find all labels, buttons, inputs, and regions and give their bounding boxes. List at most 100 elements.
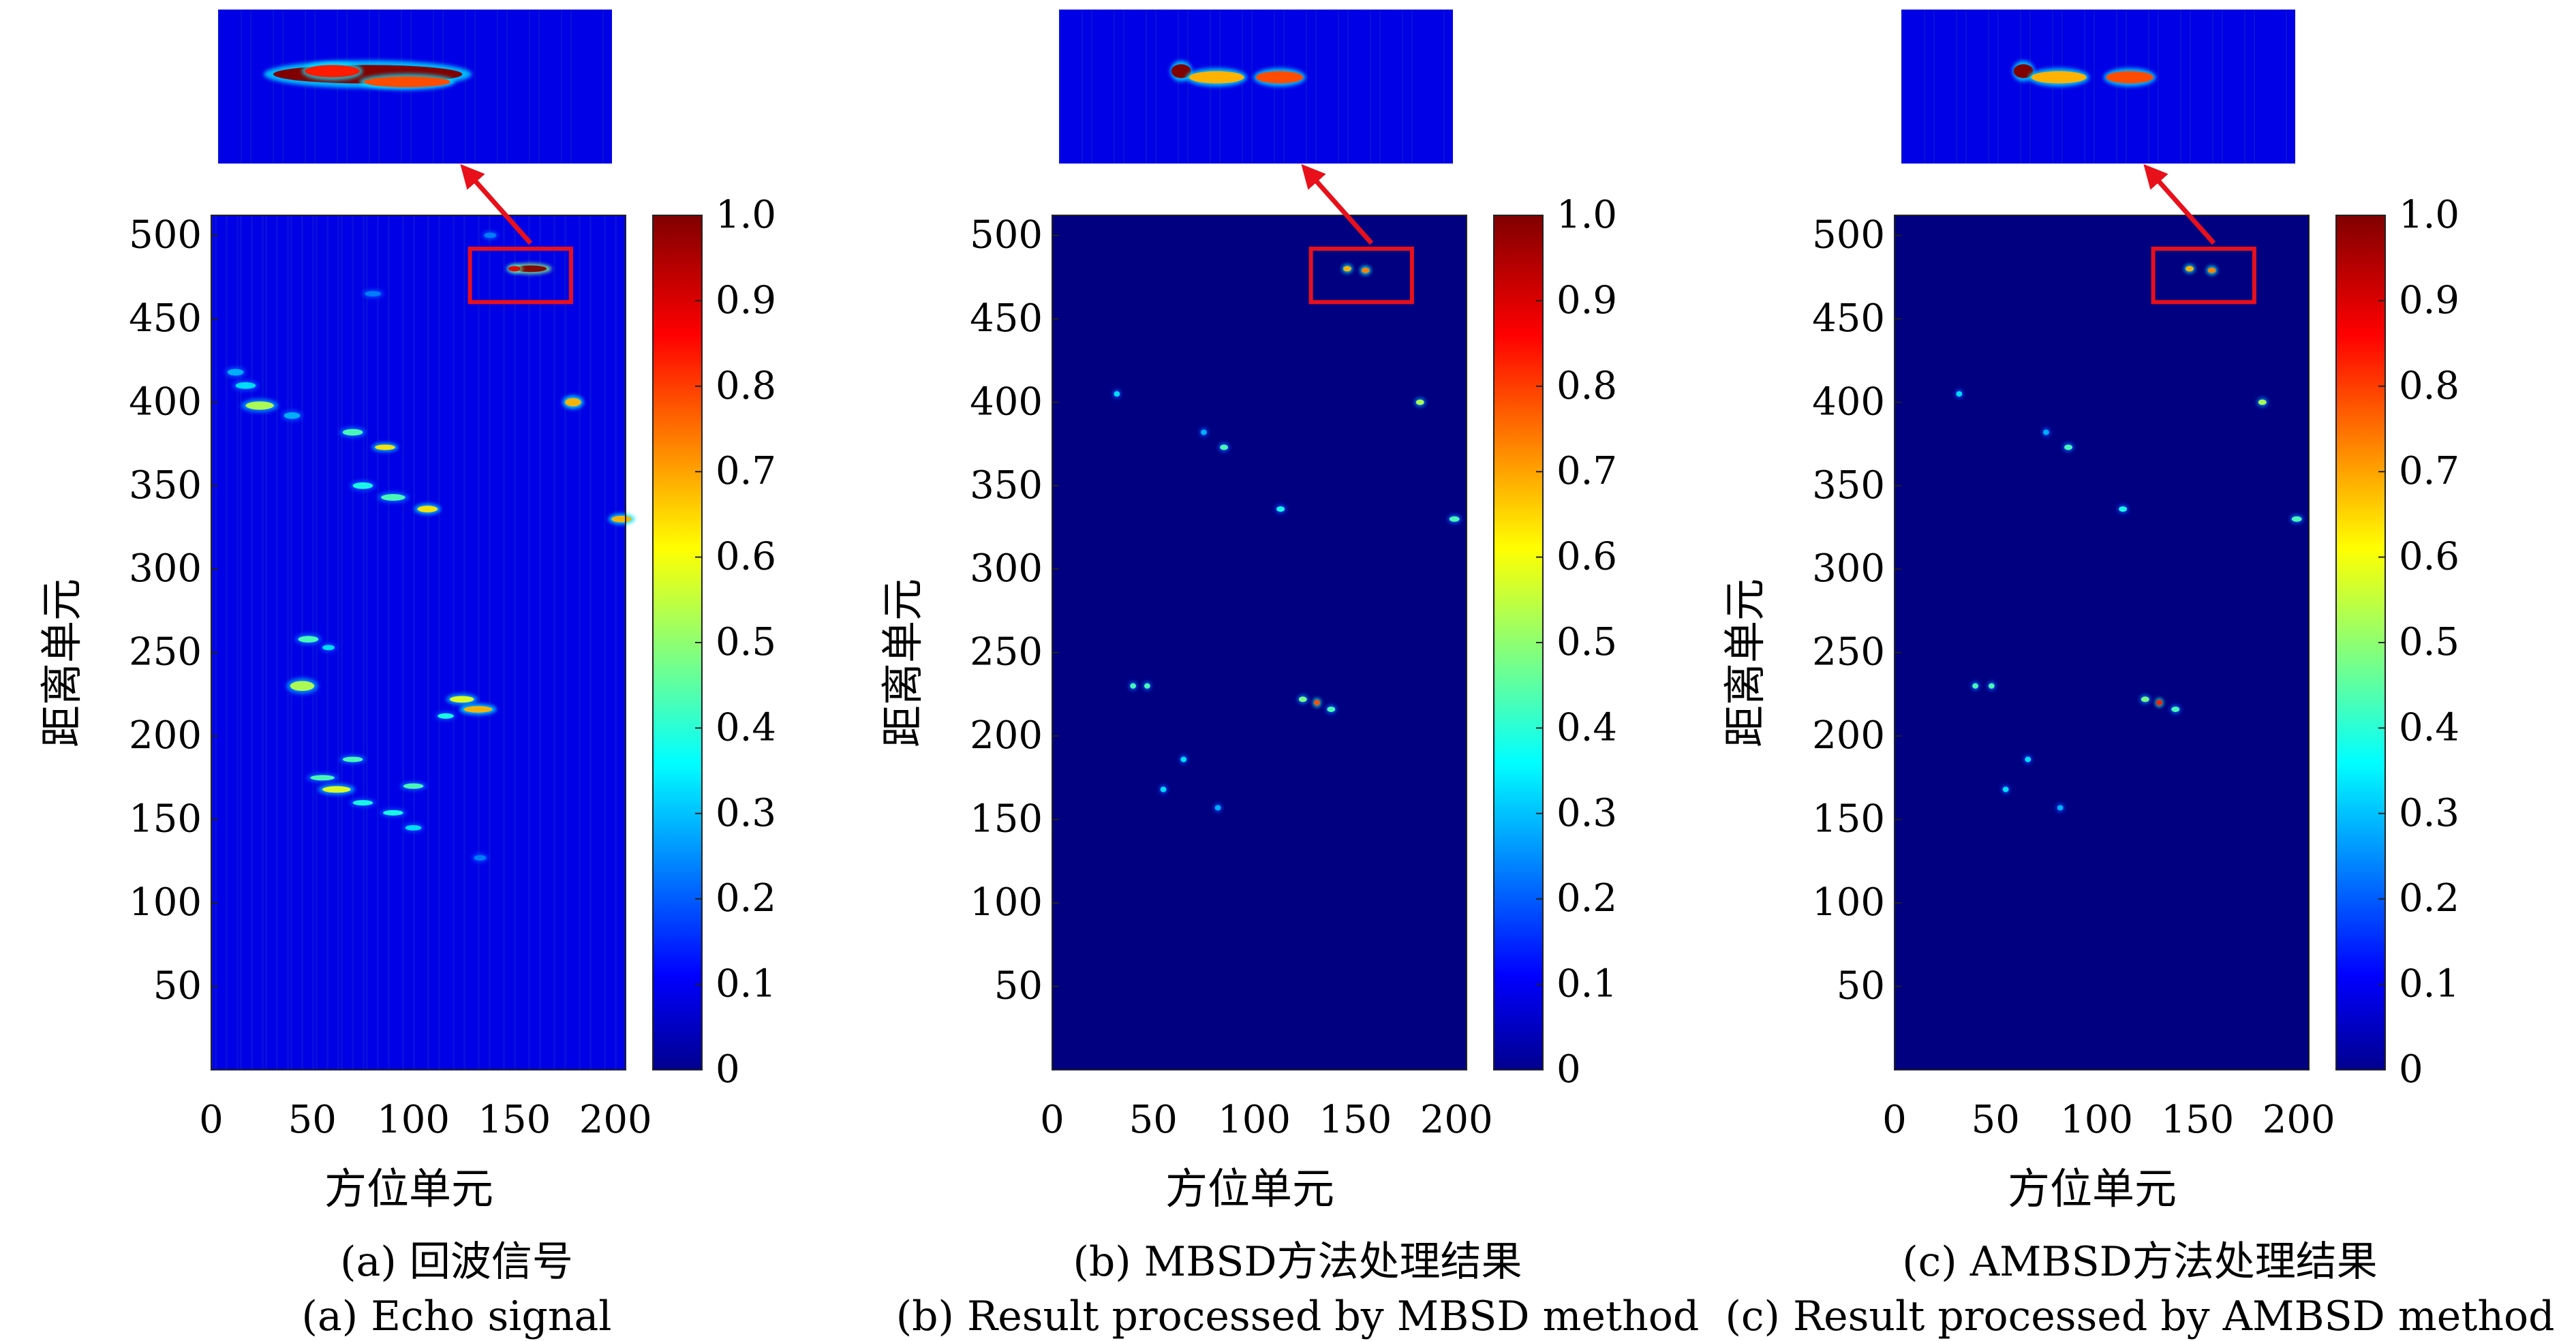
- target-streak: [2258, 399, 2267, 405]
- colorbar-tick-label: 0.6: [1557, 535, 1617, 579]
- texture-stripe: [489, 215, 491, 1070]
- zoom-streak: [1189, 71, 1244, 84]
- target-streak: [463, 706, 493, 713]
- caption-en: (c) Result processed by AMBSD method: [1725, 1293, 2554, 1340]
- zoom-texture: [314, 10, 316, 164]
- target-streak: [1972, 683, 1979, 689]
- zoom-streak: [305, 65, 361, 78]
- y-tick-label: 350: [129, 463, 202, 508]
- zoom-texture: [2222, 10, 2223, 164]
- x-axis-label: 方位单元: [324, 1164, 493, 1214]
- zoom-texture: [250, 10, 251, 164]
- colorbar-tick-label: 0.7: [1557, 449, 1617, 493]
- zoom-texture: [1901, 10, 1903, 164]
- zoom-arrow: [460, 164, 533, 245]
- colorbar-tick-label: 0.9: [2399, 278, 2459, 322]
- y-tick-label: 500: [129, 213, 202, 257]
- axes-frame: [211, 215, 626, 1070]
- texture-stripe: [287, 215, 289, 1070]
- texture-stripe: [402, 215, 404, 1070]
- y-tick-label: 400: [970, 380, 1043, 424]
- colorbar-tick-label: 1.0: [1557, 193, 1617, 237]
- colorbar-tick-label: 0.4: [1557, 705, 1617, 750]
- target-streak: [417, 506, 438, 512]
- colorbar-tick-label: 0.8: [1557, 364, 1617, 408]
- texture-stripe: [514, 215, 516, 1070]
- texture-stripe: [366, 215, 368, 1070]
- y-tick-label: 300: [970, 546, 1043, 591]
- target-streak: [1314, 700, 1320, 706]
- zoom-texture: [218, 10, 219, 164]
- colorbar-tick-label: 0.7: [716, 449, 776, 493]
- target-streak: [1200, 429, 1207, 435]
- target-streak: [1343, 266, 1351, 272]
- y-tick-label: 200: [129, 713, 202, 758]
- colorbar-tick-label: 0: [716, 1047, 740, 1092]
- target-streak: [2002, 786, 2009, 792]
- zoom-texture: [1114, 10, 1115, 164]
- zoom-streak: [2106, 71, 2153, 84]
- target-streak: [1449, 516, 1460, 522]
- texture-stripe: [265, 215, 267, 1070]
- zoom-texture: [241, 10, 242, 164]
- zoom-texture: [1997, 10, 1999, 164]
- zoom-texture: [1338, 10, 1339, 164]
- colorbar-tick-label: 0.9: [1557, 278, 1617, 322]
- colorbar: [1493, 215, 1544, 1070]
- highlight-box: [467, 246, 573, 305]
- texture-stripe: [438, 215, 440, 1070]
- target-streak: [1214, 805, 1221, 811]
- target-streak: [1114, 391, 1120, 397]
- colorbar-tick-label: 0.3: [1557, 791, 1617, 835]
- zoom-texture: [538, 10, 540, 164]
- axes-frame: [1894, 215, 2310, 1070]
- colorbar-tick-label: 0: [1557, 1047, 1581, 1092]
- target-streak: [2171, 706, 2180, 712]
- y-axis-label: 距离单元: [37, 579, 87, 747]
- x-axis-label: 方位单元: [2008, 1164, 2177, 1214]
- zoom-texture: [1933, 10, 1935, 164]
- texture-stripe: [352, 215, 354, 1070]
- zoom-streak: [1171, 64, 1191, 78]
- zoom-texture: [465, 10, 466, 164]
- zoom-texture: [1059, 10, 1060, 164]
- target-streak: [283, 412, 301, 419]
- colorbar-tick-label: 0.6: [2399, 535, 2459, 579]
- x-tick-label: 150: [478, 1098, 551, 1142]
- target-streak: [342, 429, 363, 436]
- colorbar-tick-label: 0.3: [2399, 791, 2459, 835]
- texture-stripe: [236, 215, 239, 1070]
- x-tick-label: 150: [2161, 1098, 2234, 1142]
- zoom-texture: [1251, 10, 1253, 164]
- colorbar-tick-label: 0.1: [1557, 962, 1617, 1006]
- zoom-inset: [1059, 10, 1453, 164]
- y-tick-label: 300: [1812, 546, 1885, 591]
- target-streak: [1298, 696, 1307, 703]
- x-tick-label: 100: [1218, 1098, 1291, 1142]
- texture-stripe: [427, 215, 429, 1070]
- texture-stripe: [478, 215, 480, 1070]
- caption-cn: (a) 回波信号: [340, 1238, 573, 1286]
- caption-en: (a) Echo signal: [302, 1293, 612, 1340]
- x-tick-label: 200: [2263, 1098, 2335, 1142]
- zoom-texture: [561, 10, 562, 164]
- zoom-texture: [1965, 10, 1967, 164]
- y-tick-label: 450: [1812, 296, 1885, 341]
- zoom-texture: [1274, 10, 1275, 164]
- y-tick-label: 450: [129, 296, 202, 341]
- target-streak: [1180, 756, 1187, 762]
- caption-en: (b) Result processed by MBSD method: [896, 1293, 1700, 1340]
- zoom-texture: [1347, 10, 1349, 164]
- zoom-arrow: [1301, 164, 1374, 245]
- target-streak: [1361, 267, 1370, 273]
- zoom-texture: [1379, 10, 1381, 164]
- colorbar-tick-label: 0.2: [716, 876, 776, 921]
- colorbar-tick-label: 0.9: [716, 278, 776, 322]
- zoom-streak: [2013, 64, 2034, 78]
- y-tick-label: 300: [129, 546, 202, 591]
- zoom-inset: [1901, 10, 2295, 164]
- y-tick-label: 200: [1812, 713, 1885, 758]
- target-streak: [352, 800, 373, 806]
- texture-stripe: [388, 215, 390, 1070]
- texture-stripe: [604, 215, 606, 1070]
